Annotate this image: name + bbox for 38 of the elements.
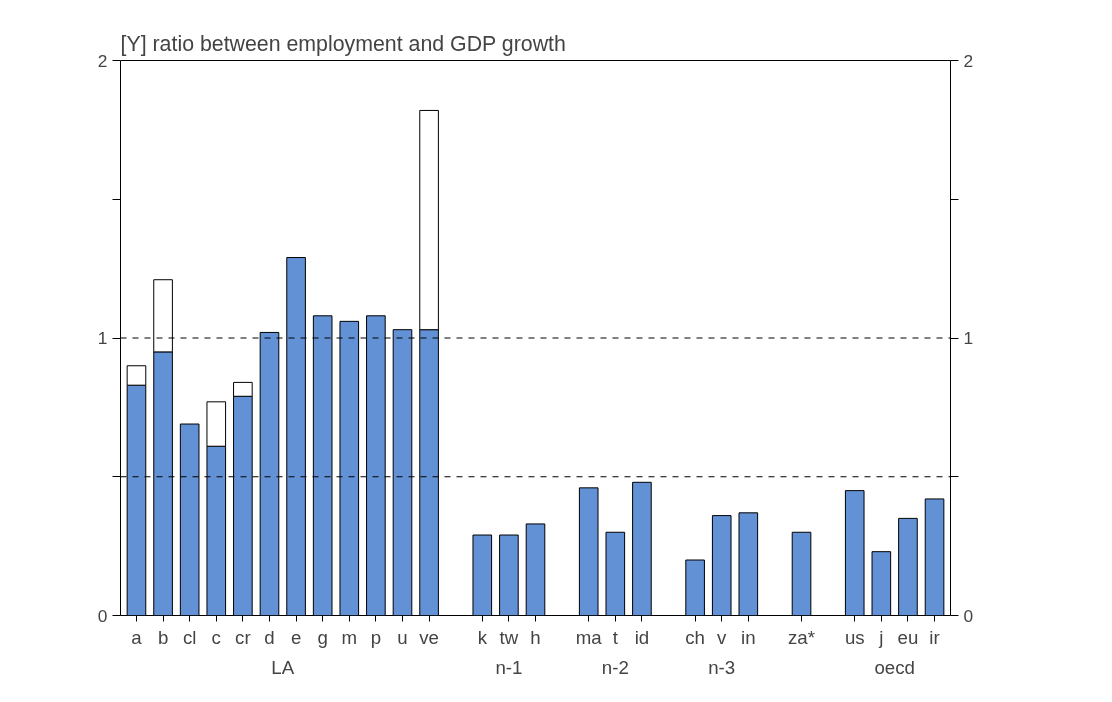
x-tick-label: ma (575, 626, 603, 648)
x-tick-label: ch (685, 626, 705, 648)
x-tick-label: eu (897, 626, 919, 648)
y2-tick-label: 0 (963, 605, 974, 626)
x-tick-label: h (530, 626, 541, 648)
x-tick-label: t (612, 626, 619, 648)
x-tick-label: tw (499, 626, 519, 648)
y-tick-label: 1 (97, 328, 108, 348)
x-tick-label: za* (788, 626, 816, 648)
x-tick-label: c (211, 626, 221, 648)
y2-tick-label: 1 (963, 328, 974, 348)
text: n-1 (495, 656, 523, 678)
x-tick-label: id (634, 626, 650, 648)
x-tick-label: cl (182, 626, 197, 648)
x-tick-label: b (157, 626, 169, 648)
x-tick-label: in (741, 626, 756, 648)
y2-tick-label: 2 (963, 50, 974, 71)
x-tick-label: v (717, 626, 728, 648)
x-tick-label: u (397, 626, 408, 648)
y-tick-label: 2 (97, 50, 108, 71)
x-tick-label: p (370, 626, 382, 648)
text: n-2 (601, 656, 629, 678)
x-tick-label: k (477, 626, 488, 648)
x-tick-label: ve (419, 626, 439, 648)
x-tick-label: d (264, 626, 275, 648)
x-tick-label: e (290, 626, 302, 648)
x-tick-label: a (131, 626, 143, 648)
x-tick-label: g (317, 626, 328, 648)
x-tick-label: ir (929, 626, 940, 648)
chart-title: [Y] ratio between employment and GDP growth (120, 31, 566, 56)
text: n-3 (708, 656, 736, 678)
text: LA (271, 656, 295, 678)
text: oecd (874, 656, 915, 678)
x-tick-label: us (844, 626, 865, 648)
y-tick-label: 0 (97, 605, 108, 626)
x-tick-label: j (878, 626, 884, 648)
x-tick-label: m (341, 626, 358, 648)
x-tick-label: cr (235, 626, 251, 648)
